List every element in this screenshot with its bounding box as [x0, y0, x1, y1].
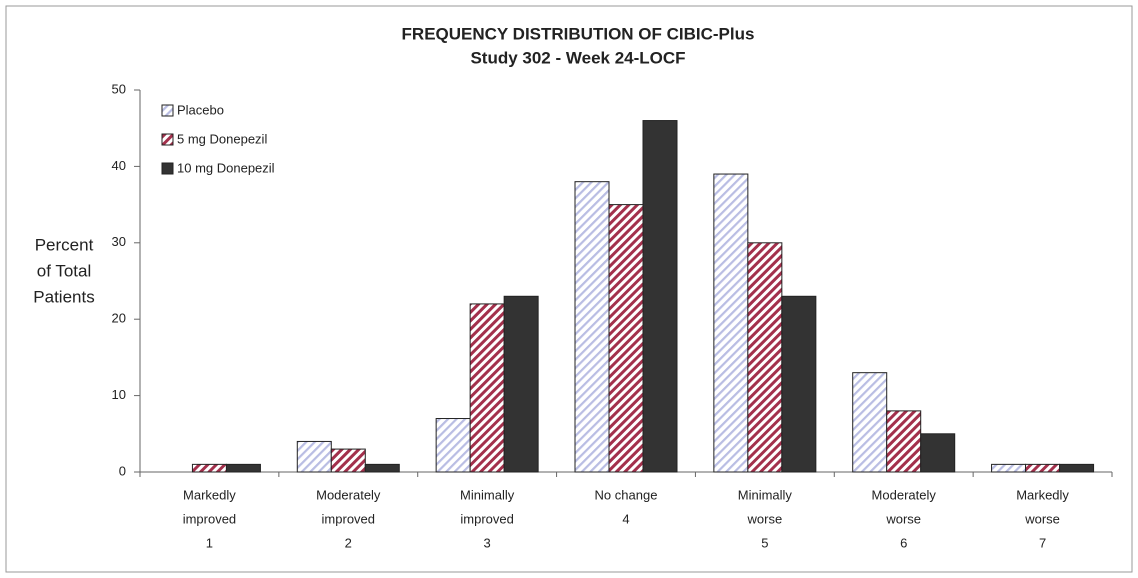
bar	[781, 295, 817, 473]
chart-title: Study 302 - Week 24-LOCF	[470, 48, 685, 67]
bar	[364, 463, 400, 473]
y-axis-label: Patients	[33, 287, 94, 306]
y-tick-label: 10	[112, 387, 126, 402]
bar	[713, 173, 749, 473]
x-tick-label: Moderately	[872, 487, 937, 502]
legend-swatch	[161, 162, 174, 175]
x-tick-label: 4	[622, 511, 629, 526]
x-tick-label: 1	[206, 535, 213, 550]
bar	[469, 303, 505, 473]
x-tick-label: Moderately	[316, 487, 381, 502]
y-axis-label: Percent	[35, 235, 94, 254]
chart-frame	[5, 5, 1133, 573]
x-tick-label: 2	[345, 535, 352, 550]
x-tick-label: worse	[747, 511, 783, 526]
x-tick-label: 3	[484, 535, 491, 550]
x-tick-label: Markedly	[1016, 487, 1069, 502]
y-tick-label: 30	[112, 234, 126, 249]
legend-swatch	[161, 133, 174, 146]
bar	[991, 463, 1027, 473]
bar	[920, 433, 956, 473]
bar	[574, 181, 610, 473]
x-tick-label: Markedly	[183, 487, 236, 502]
chart-title: FREQUENCY DISTRIBUTION OF CIBIC-Plus	[402, 24, 755, 43]
bar	[296, 440, 332, 473]
bar	[852, 372, 888, 473]
bar	[225, 463, 261, 473]
y-tick-label: 40	[112, 158, 126, 173]
x-tick-label: 7	[1039, 535, 1046, 550]
x-tick-label: Minimally	[738, 487, 793, 502]
bar	[747, 242, 783, 473]
x-tick-label: 6	[900, 535, 907, 550]
legend-label: 5 mg Donepezil	[177, 131, 267, 146]
bar	[608, 204, 644, 473]
bar	[1059, 463, 1095, 473]
x-tick-label: 5	[761, 535, 768, 550]
legend-swatch	[161, 104, 174, 117]
bar	[330, 448, 366, 473]
x-tick-label: improved	[322, 511, 375, 526]
x-tick-label: improved	[460, 511, 513, 526]
y-tick-label: 0	[119, 463, 126, 478]
legend-label: 10 mg Donepezil	[177, 160, 275, 175]
x-tick-label: improved	[183, 511, 236, 526]
bar	[435, 418, 471, 473]
x-tick-label: Minimally	[460, 487, 515, 502]
y-axis-label: of Total	[37, 261, 92, 280]
bar	[503, 295, 539, 473]
x-tick-label: worse	[1024, 511, 1060, 526]
legend-label: Placebo	[177, 102, 224, 117]
bar	[1025, 463, 1061, 473]
y-tick-label: 20	[112, 311, 126, 326]
bar	[191, 463, 227, 473]
y-tick-label: 50	[112, 81, 126, 96]
x-tick-label: worse	[885, 511, 921, 526]
bar	[642, 120, 678, 473]
bar	[886, 410, 922, 473]
x-tick-label: No change	[595, 487, 658, 502]
